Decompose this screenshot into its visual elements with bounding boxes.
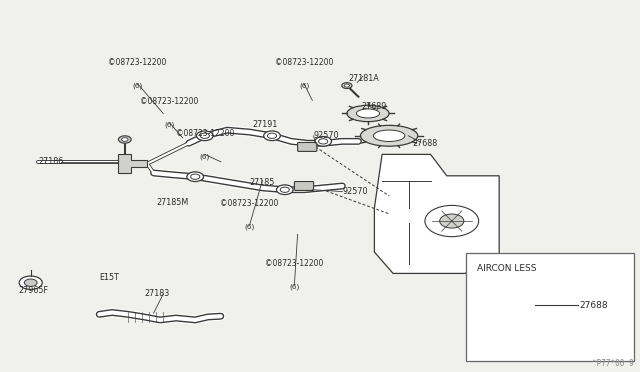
FancyBboxPatch shape: [294, 182, 314, 190]
Circle shape: [440, 214, 464, 228]
Text: (6): (6): [164, 122, 175, 128]
Text: (6): (6): [244, 224, 255, 230]
Ellipse shape: [373, 130, 405, 141]
Text: AIRCON LESS: AIRCON LESS: [477, 264, 537, 273]
Text: 27191: 27191: [253, 120, 278, 129]
Text: ©08723-12200: ©08723-12200: [265, 259, 324, 268]
Circle shape: [264, 131, 280, 141]
Text: (6): (6): [200, 153, 210, 160]
Circle shape: [24, 279, 37, 286]
FancyBboxPatch shape: [466, 253, 634, 361]
Text: ©08723-12200: ©08723-12200: [220, 199, 279, 208]
Text: (6): (6): [289, 283, 300, 290]
Text: ©08723-12200: ©08723-12200: [275, 58, 333, 67]
Text: 27185: 27185: [250, 178, 275, 187]
Ellipse shape: [347, 105, 389, 122]
Polygon shape: [118, 154, 147, 173]
Text: 92570: 92570: [342, 187, 368, 196]
Text: 92570: 92570: [314, 131, 339, 140]
Text: 27965F: 27965F: [18, 286, 48, 295]
Circle shape: [344, 84, 349, 87]
Text: 27181A: 27181A: [349, 74, 380, 83]
Text: 27186: 27186: [38, 157, 63, 166]
Text: 27689: 27689: [362, 102, 387, 110]
Circle shape: [196, 131, 213, 141]
Ellipse shape: [360, 125, 418, 146]
Ellipse shape: [500, 301, 524, 309]
Circle shape: [19, 276, 42, 289]
Text: E15T: E15T: [99, 273, 119, 282]
Circle shape: [187, 172, 204, 182]
Circle shape: [118, 136, 131, 143]
Text: 27688: 27688: [580, 301, 609, 310]
Circle shape: [425, 205, 479, 237]
Circle shape: [315, 137, 332, 146]
Text: (6): (6): [299, 83, 309, 89]
Circle shape: [122, 138, 128, 141]
Circle shape: [276, 185, 293, 195]
Text: (6): (6): [132, 83, 143, 89]
Polygon shape: [374, 154, 499, 273]
Ellipse shape: [356, 109, 380, 118]
Text: ©08723-12200: ©08723-12200: [175, 129, 234, 138]
Text: ©08723-12200: ©08723-12200: [108, 58, 167, 67]
Text: ^P77*00 9: ^P77*00 9: [592, 359, 634, 368]
Text: 27183: 27183: [144, 289, 169, 298]
Text: 27185M: 27185M: [157, 198, 189, 207]
Circle shape: [342, 83, 352, 89]
Text: ©08723-12200: ©08723-12200: [140, 97, 199, 106]
Text: 27688: 27688: [413, 139, 438, 148]
Ellipse shape: [492, 298, 532, 312]
FancyBboxPatch shape: [298, 142, 317, 151]
